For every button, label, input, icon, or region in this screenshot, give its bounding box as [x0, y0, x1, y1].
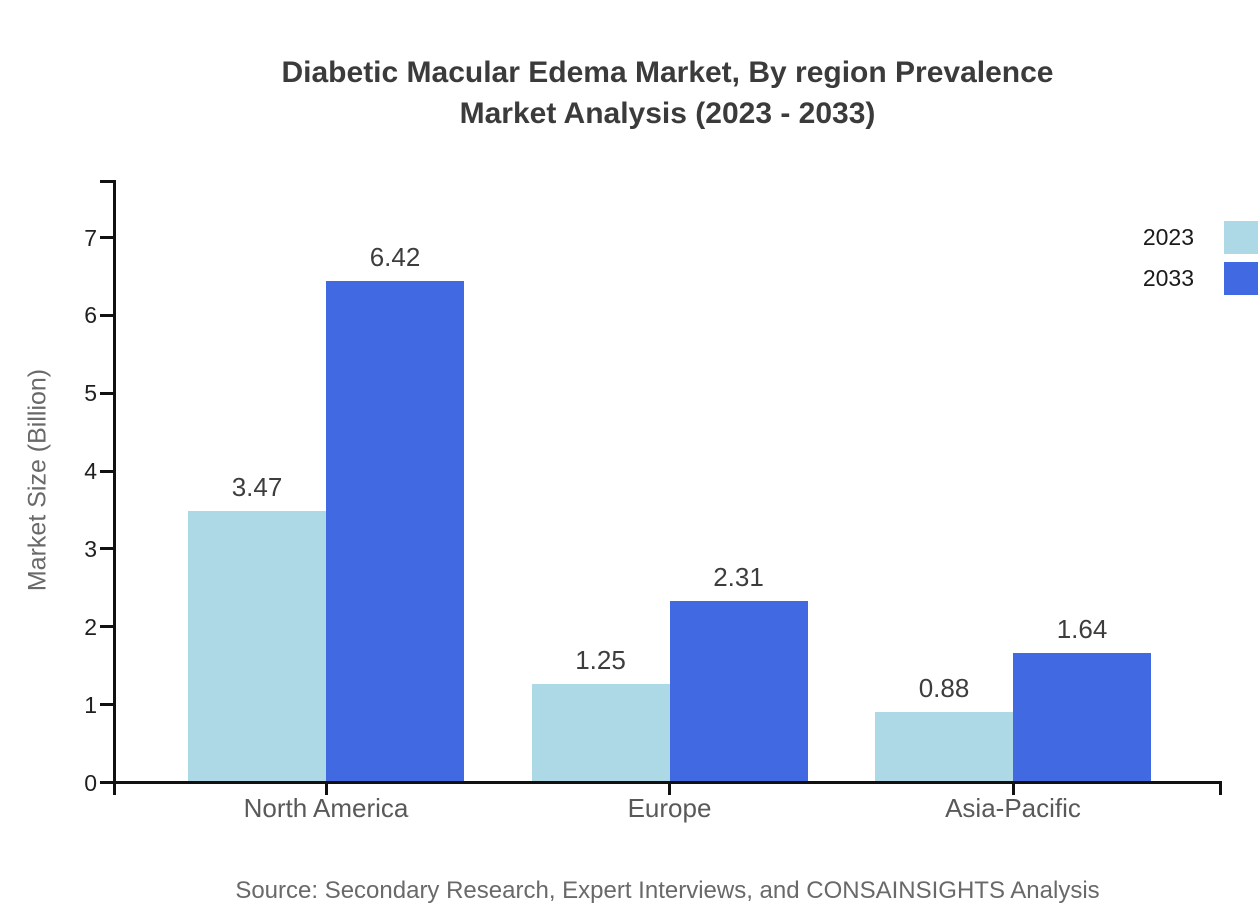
source-line: Source: Secondary Research, Expert Inter…: [235, 877, 1100, 904]
x-tick: [668, 784, 671, 795]
chart-title: Diabetic Macular Edema Market, By region…: [113, 52, 1222, 134]
y-tick-label: 7: [84, 224, 97, 251]
x-axis-right-cap: [1219, 784, 1222, 795]
x-axis-line: [113, 781, 1222, 784]
chart-title-line-1: Diabetic Macular Edema Market, By region…: [281, 56, 1054, 89]
y-tick-label: 3: [84, 535, 97, 562]
bar-2023-north-america: [188, 510, 326, 781]
y-tick-label: 6: [84, 302, 97, 329]
y-tick: [100, 236, 113, 239]
y-tick: [100, 781, 113, 784]
legend-item-2023: 2023: [1143, 220, 1258, 254]
bar-2033-europe: [669, 601, 808, 781]
bar-2023-asia-pacific: [875, 712, 1013, 781]
bar-value-label: 2.31: [713, 562, 764, 593]
legend-item-2033: 2033: [1143, 261, 1258, 295]
y-tick-label: 2: [84, 613, 97, 640]
legend-swatch-2033: [1224, 261, 1258, 295]
legend-label-2033: 2033: [1142, 264, 1194, 291]
legend-label-2023: 2023: [1142, 223, 1194, 250]
bar-value-label: 3.47: [231, 471, 283, 502]
bar-2033-north-america: [326, 281, 464, 781]
bar-value-label: 1.64: [1056, 614, 1108, 645]
y-tick-label: 5: [84, 380, 97, 407]
y-tick: [100, 703, 113, 707]
y-tick: [100, 313, 113, 317]
x-category-label-asia-pacific: Asia-Pacific: [945, 793, 1081, 823]
bar-value-label: 0.88: [918, 673, 970, 704]
y-tick-label: 4: [84, 458, 97, 485]
x-category-label-north-america: North America: [243, 793, 409, 823]
y-tick: [100, 391, 113, 395]
y-tick-label: 0: [84, 769, 97, 796]
chart-title-line-2: Market Analysis (2023 - 2033): [459, 97, 876, 130]
y-tick: [100, 469, 113, 473]
y-tick-label: 1: [84, 691, 97, 718]
y-axis-end-cap: [100, 180, 113, 183]
x-category-label-europe: Europe: [627, 793, 712, 823]
y-axis-line: [113, 180, 116, 784]
bar-value-label: 6.42: [369, 242, 421, 273]
y-tick: [100, 625, 113, 629]
x-tick: [1011, 784, 1015, 795]
bar-2033-asia-pacific: [1013, 653, 1151, 781]
y-tick: [100, 547, 113, 551]
bar-value-label: 1.25: [575, 644, 626, 675]
x-tick: [324, 784, 328, 795]
x-axis-left-cap: [113, 784, 116, 795]
bar-2023-europe: [531, 683, 670, 781]
legend-swatch-2023: [1224, 220, 1258, 254]
